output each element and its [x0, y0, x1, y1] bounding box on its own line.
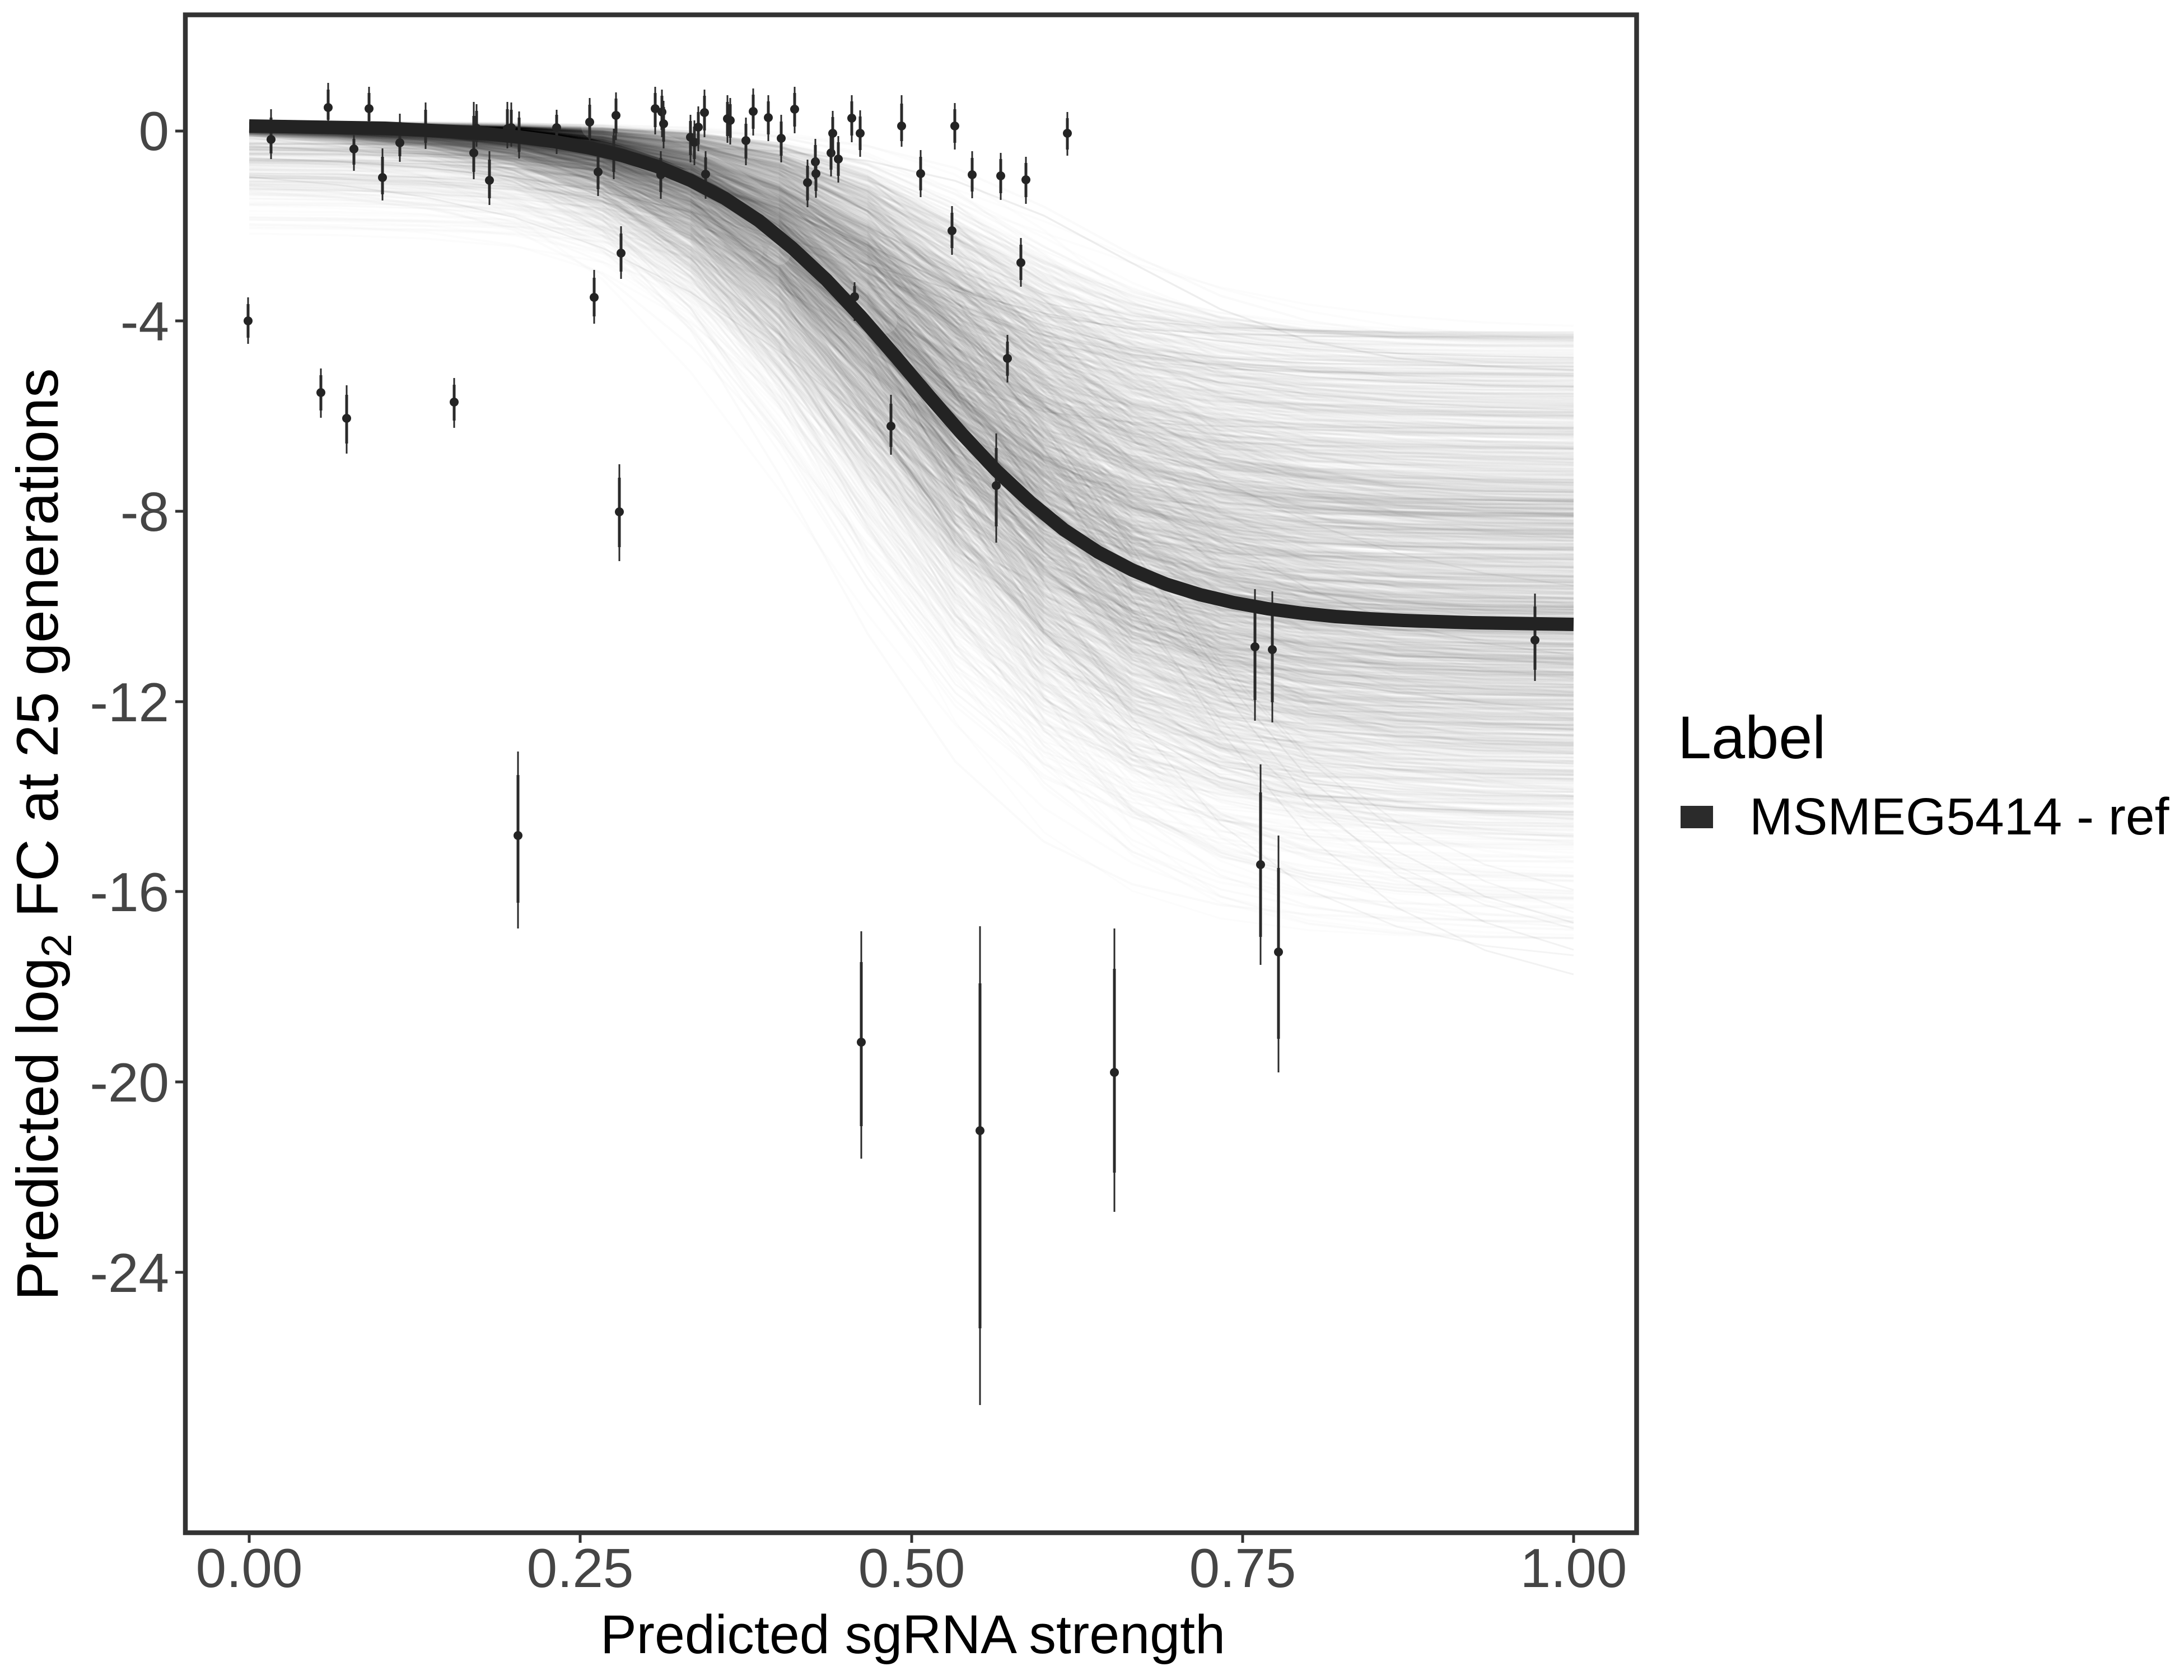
svg-text:0.00: 0.00: [196, 1537, 303, 1599]
svg-text:0.75: 0.75: [1189, 1537, 1296, 1599]
svg-text:Label: Label: [1678, 703, 1826, 771]
svg-text:-12: -12: [90, 671, 169, 733]
svg-text:1.00: 1.00: [1520, 1537, 1627, 1599]
svg-text:-16: -16: [90, 861, 169, 923]
svg-text:0: 0: [138, 100, 169, 162]
svg-text:MSMEG5414 - ref: MSMEG5414 - ref: [1749, 787, 2169, 846]
svg-text:-8: -8: [120, 481, 169, 543]
svg-text:-4: -4: [120, 291, 169, 352]
svg-text:0.25: 0.25: [527, 1537, 634, 1599]
svg-text:-24: -24: [90, 1242, 169, 1304]
svg-text:Predicted log2 FC at 25 gener: Predicted log2 FC at 25 generations: [5, 368, 81, 1301]
svg-text:Predicted sgRNA strength: Predicted sgRNA strength: [600, 1604, 1225, 1665]
svg-text:-20: -20: [90, 1052, 169, 1113]
svg-text:0.50: 0.50: [858, 1537, 965, 1599]
